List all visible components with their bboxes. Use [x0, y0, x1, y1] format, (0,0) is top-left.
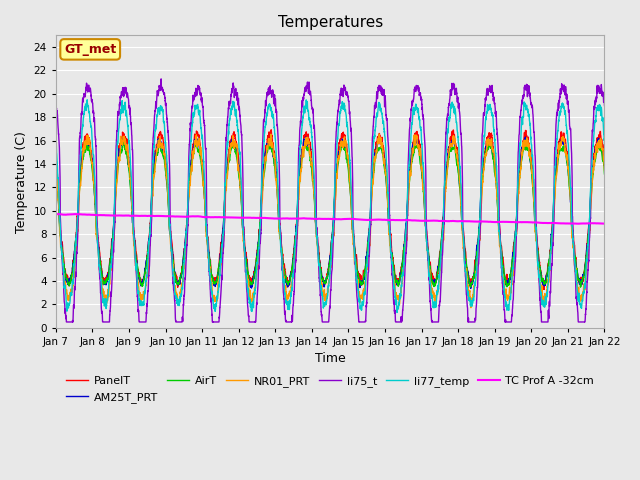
- AirT: [150, 166, 158, 171]
- AirT: [52, 168, 60, 174]
- li77_temp: [423, 241, 431, 247]
- Line: li77_temp: li77_temp: [56, 100, 605, 312]
- Text: GT_met: GT_met: [64, 43, 116, 56]
- PanelT: [601, 154, 609, 160]
- li75_t: [484, 88, 492, 94]
- AirT: [577, 284, 584, 290]
- li77_temp: [310, 167, 317, 173]
- li75_t: [601, 103, 609, 108]
- TC Prof A -32cm: [574, 221, 582, 227]
- li75_t: [52, 107, 60, 112]
- TC Prof A -32cm: [423, 218, 431, 224]
- NR01_PRT: [467, 305, 475, 311]
- li75_t: [157, 76, 165, 82]
- TC Prof A -32cm: [54, 211, 61, 217]
- li77_temp: [484, 107, 492, 113]
- Line: TC Prof A -32cm: TC Prof A -32cm: [56, 214, 605, 224]
- TC Prof A -32cm: [52, 211, 60, 217]
- X-axis label: Time: Time: [315, 352, 346, 365]
- AM25T_PRT: [467, 286, 475, 291]
- NR01_PRT: [601, 168, 609, 173]
- NR01_PRT: [376, 131, 383, 137]
- li77_temp: [600, 132, 608, 138]
- li77_temp: [601, 143, 609, 148]
- PanelT: [310, 180, 317, 185]
- AM25T_PRT: [310, 186, 317, 192]
- li75_t: [63, 319, 70, 325]
- Line: AirT: AirT: [56, 142, 605, 287]
- NR01_PRT: [52, 165, 60, 170]
- PanelT: [484, 134, 492, 140]
- PanelT: [540, 287, 548, 292]
- li77_temp: [83, 97, 91, 103]
- PanelT: [600, 149, 608, 155]
- PanelT: [453, 146, 461, 152]
- NR01_PRT: [600, 160, 608, 166]
- AM25T_PRT: [453, 158, 461, 164]
- AirT: [423, 236, 431, 242]
- NR01_PRT: [453, 152, 461, 158]
- PanelT: [268, 127, 275, 132]
- TC Prof A -32cm: [150, 213, 158, 219]
- AirT: [600, 163, 608, 168]
- PanelT: [150, 156, 158, 162]
- PanelT: [423, 230, 431, 236]
- Line: AM25T_PRT: AM25T_PRT: [56, 137, 605, 288]
- AirT: [486, 139, 493, 145]
- AirT: [453, 162, 461, 168]
- AM25T_PRT: [423, 236, 431, 242]
- Legend: PanelT, AM25T_PRT, AirT, NR01_PRT, li75_t, li77_temp, TC Prof A -32cm: PanelT, AM25T_PRT, AirT, NR01_PRT, li75_…: [61, 372, 598, 407]
- li75_t: [150, 112, 158, 118]
- PanelT: [52, 158, 60, 164]
- TC Prof A -32cm: [484, 219, 492, 225]
- AM25T_PRT: [484, 140, 492, 146]
- li75_t: [600, 96, 608, 101]
- NR01_PRT: [423, 241, 431, 247]
- li77_temp: [52, 133, 60, 139]
- Y-axis label: Temperature (C): Temperature (C): [15, 131, 28, 232]
- Line: NR01_PRT: NR01_PRT: [56, 134, 605, 308]
- TC Prof A -32cm: [310, 216, 317, 222]
- Line: li75_t: li75_t: [56, 79, 605, 322]
- AirT: [484, 144, 492, 149]
- AM25T_PRT: [52, 159, 60, 165]
- li77_temp: [150, 138, 158, 144]
- AM25T_PRT: [522, 134, 529, 140]
- TC Prof A -32cm: [601, 221, 609, 227]
- li75_t: [310, 126, 317, 132]
- AM25T_PRT: [150, 161, 158, 167]
- AM25T_PRT: [600, 162, 608, 168]
- Line: PanelT: PanelT: [56, 130, 605, 289]
- TC Prof A -32cm: [453, 218, 461, 224]
- AirT: [310, 182, 317, 188]
- Title: Temperatures: Temperatures: [278, 15, 383, 30]
- NR01_PRT: [310, 186, 317, 192]
- li75_t: [453, 99, 461, 105]
- AirT: [601, 171, 609, 177]
- TC Prof A -32cm: [600, 221, 608, 227]
- li77_temp: [393, 310, 401, 315]
- NR01_PRT: [150, 172, 158, 178]
- li77_temp: [453, 128, 461, 133]
- NR01_PRT: [484, 135, 492, 141]
- AM25T_PRT: [601, 160, 609, 166]
- li75_t: [423, 237, 431, 243]
